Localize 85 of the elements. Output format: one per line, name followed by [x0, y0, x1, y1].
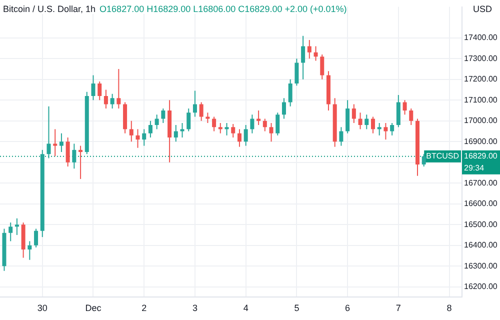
candlestick: [422, 154, 426, 168]
candlestick: [358, 112, 362, 130]
candlestick: [28, 240, 32, 260]
candlestick: [14, 218, 19, 236]
candlestick: [110, 93, 114, 109]
x-tick-label: 3: [192, 303, 198, 314]
y-tick-label: 16600.00: [464, 199, 498, 208]
candlestick: [104, 89, 108, 109]
candlestick: [180, 122, 184, 138]
candlestick: [307, 39, 312, 60]
candlestick: [346, 100, 350, 134]
candlestick: [129, 120, 134, 142]
candlestick: [282, 98, 286, 120]
candlestick: [78, 145, 83, 180]
candlestick: [154, 114, 159, 130]
candlestick: [116, 68, 121, 109]
candlestick: [370, 116, 375, 134]
candlestick: [8, 222, 13, 242]
x-tick-label: 30: [37, 303, 48, 314]
candlestick: [409, 108, 414, 126]
x-tick-label: 7: [396, 303, 401, 314]
candlestick: [66, 136, 70, 168]
y-tick-label: 16900.00: [464, 136, 498, 146]
y-tick-label: 17400.00: [464, 33, 498, 42]
candlestick: [244, 124, 248, 146]
candlestick: [174, 124, 178, 142]
x-tick-label: 8: [446, 303, 452, 314]
candlestick: [256, 110, 261, 126]
candlestick: [142, 128, 146, 146]
candlestick: [192, 90, 197, 118]
candlestick: [72, 143, 76, 170]
candlestick: [34, 228, 38, 248]
candlestick: [161, 108, 166, 124]
candlestick: [262, 118, 267, 132]
candlestick: [339, 126, 344, 146]
candlestick: [384, 122, 388, 140]
candlestick: [288, 78, 292, 107]
candlestick: [148, 120, 152, 138]
candlestick: [91, 74, 96, 101]
y-tick-label: 16500.00: [464, 220, 498, 229]
y-tick-label: 16200.00: [464, 282, 498, 292]
candlestick: [136, 128, 140, 148]
candlestick: [314, 46, 318, 62]
y-axis-title: USD: [472, 4, 492, 14]
candlestick: [352, 104, 356, 124]
candlestick: [396, 94, 400, 128]
candlestick: [199, 102, 204, 122]
candlestick: [206, 112, 210, 124]
candlestick: [212, 116, 216, 132]
y-tick-label: 16300.00: [464, 261, 498, 270]
candlestick: [377, 122, 382, 136]
text: 29:34: [464, 164, 485, 173]
text: 16829.00: [464, 152, 498, 161]
chart-title: Bitcoin / U.S. Dollar, 1h: [3, 4, 96, 14]
candlestick: [46, 106, 51, 159]
y-tick-label: 16400.00: [464, 240, 498, 250]
candlestick: [276, 112, 280, 136]
candlestick: [237, 128, 242, 148]
candlestick: [98, 80, 102, 101]
x-tick-label: 4: [243, 303, 248, 314]
x-tick-label: 2: [142, 303, 147, 314]
candlestick: [402, 100, 407, 116]
candlestick: [218, 122, 222, 134]
candlestick: [53, 128, 58, 157]
candlestick: [320, 54, 324, 80]
x-tick-label: Dec: [85, 303, 102, 314]
ref-line-label: BTCUSD: [426, 152, 460, 161]
y-tick-label: 17100.00: [464, 95, 498, 104]
candlestick: [231, 123, 236, 138]
y-tick-label: 16700.00: [464, 178, 498, 188]
candlestick: [250, 114, 254, 134]
y-tick-label: 17000.00: [464, 116, 498, 126]
candlestick: [364, 114, 369, 130]
y-tick-label: 17300.00: [464, 54, 498, 63]
candlestick: [224, 122, 229, 136]
candlestick: [186, 108, 191, 132]
x-tick-label: 6: [345, 303, 350, 314]
chart-subtitle: O16827.00 H16829.00 L16806.00 C16829.00 +2.00 (+0.01%): [100, 4, 347, 14]
candlestick: [269, 122, 274, 142]
candlestick: [301, 35, 306, 80]
candlestick: [294, 58, 299, 86]
y-tick-label: 17200.00: [464, 74, 498, 84]
candlestick: [59, 132, 64, 152]
x-tick-label: 5: [294, 303, 300, 314]
candlestick: [390, 122, 394, 136]
